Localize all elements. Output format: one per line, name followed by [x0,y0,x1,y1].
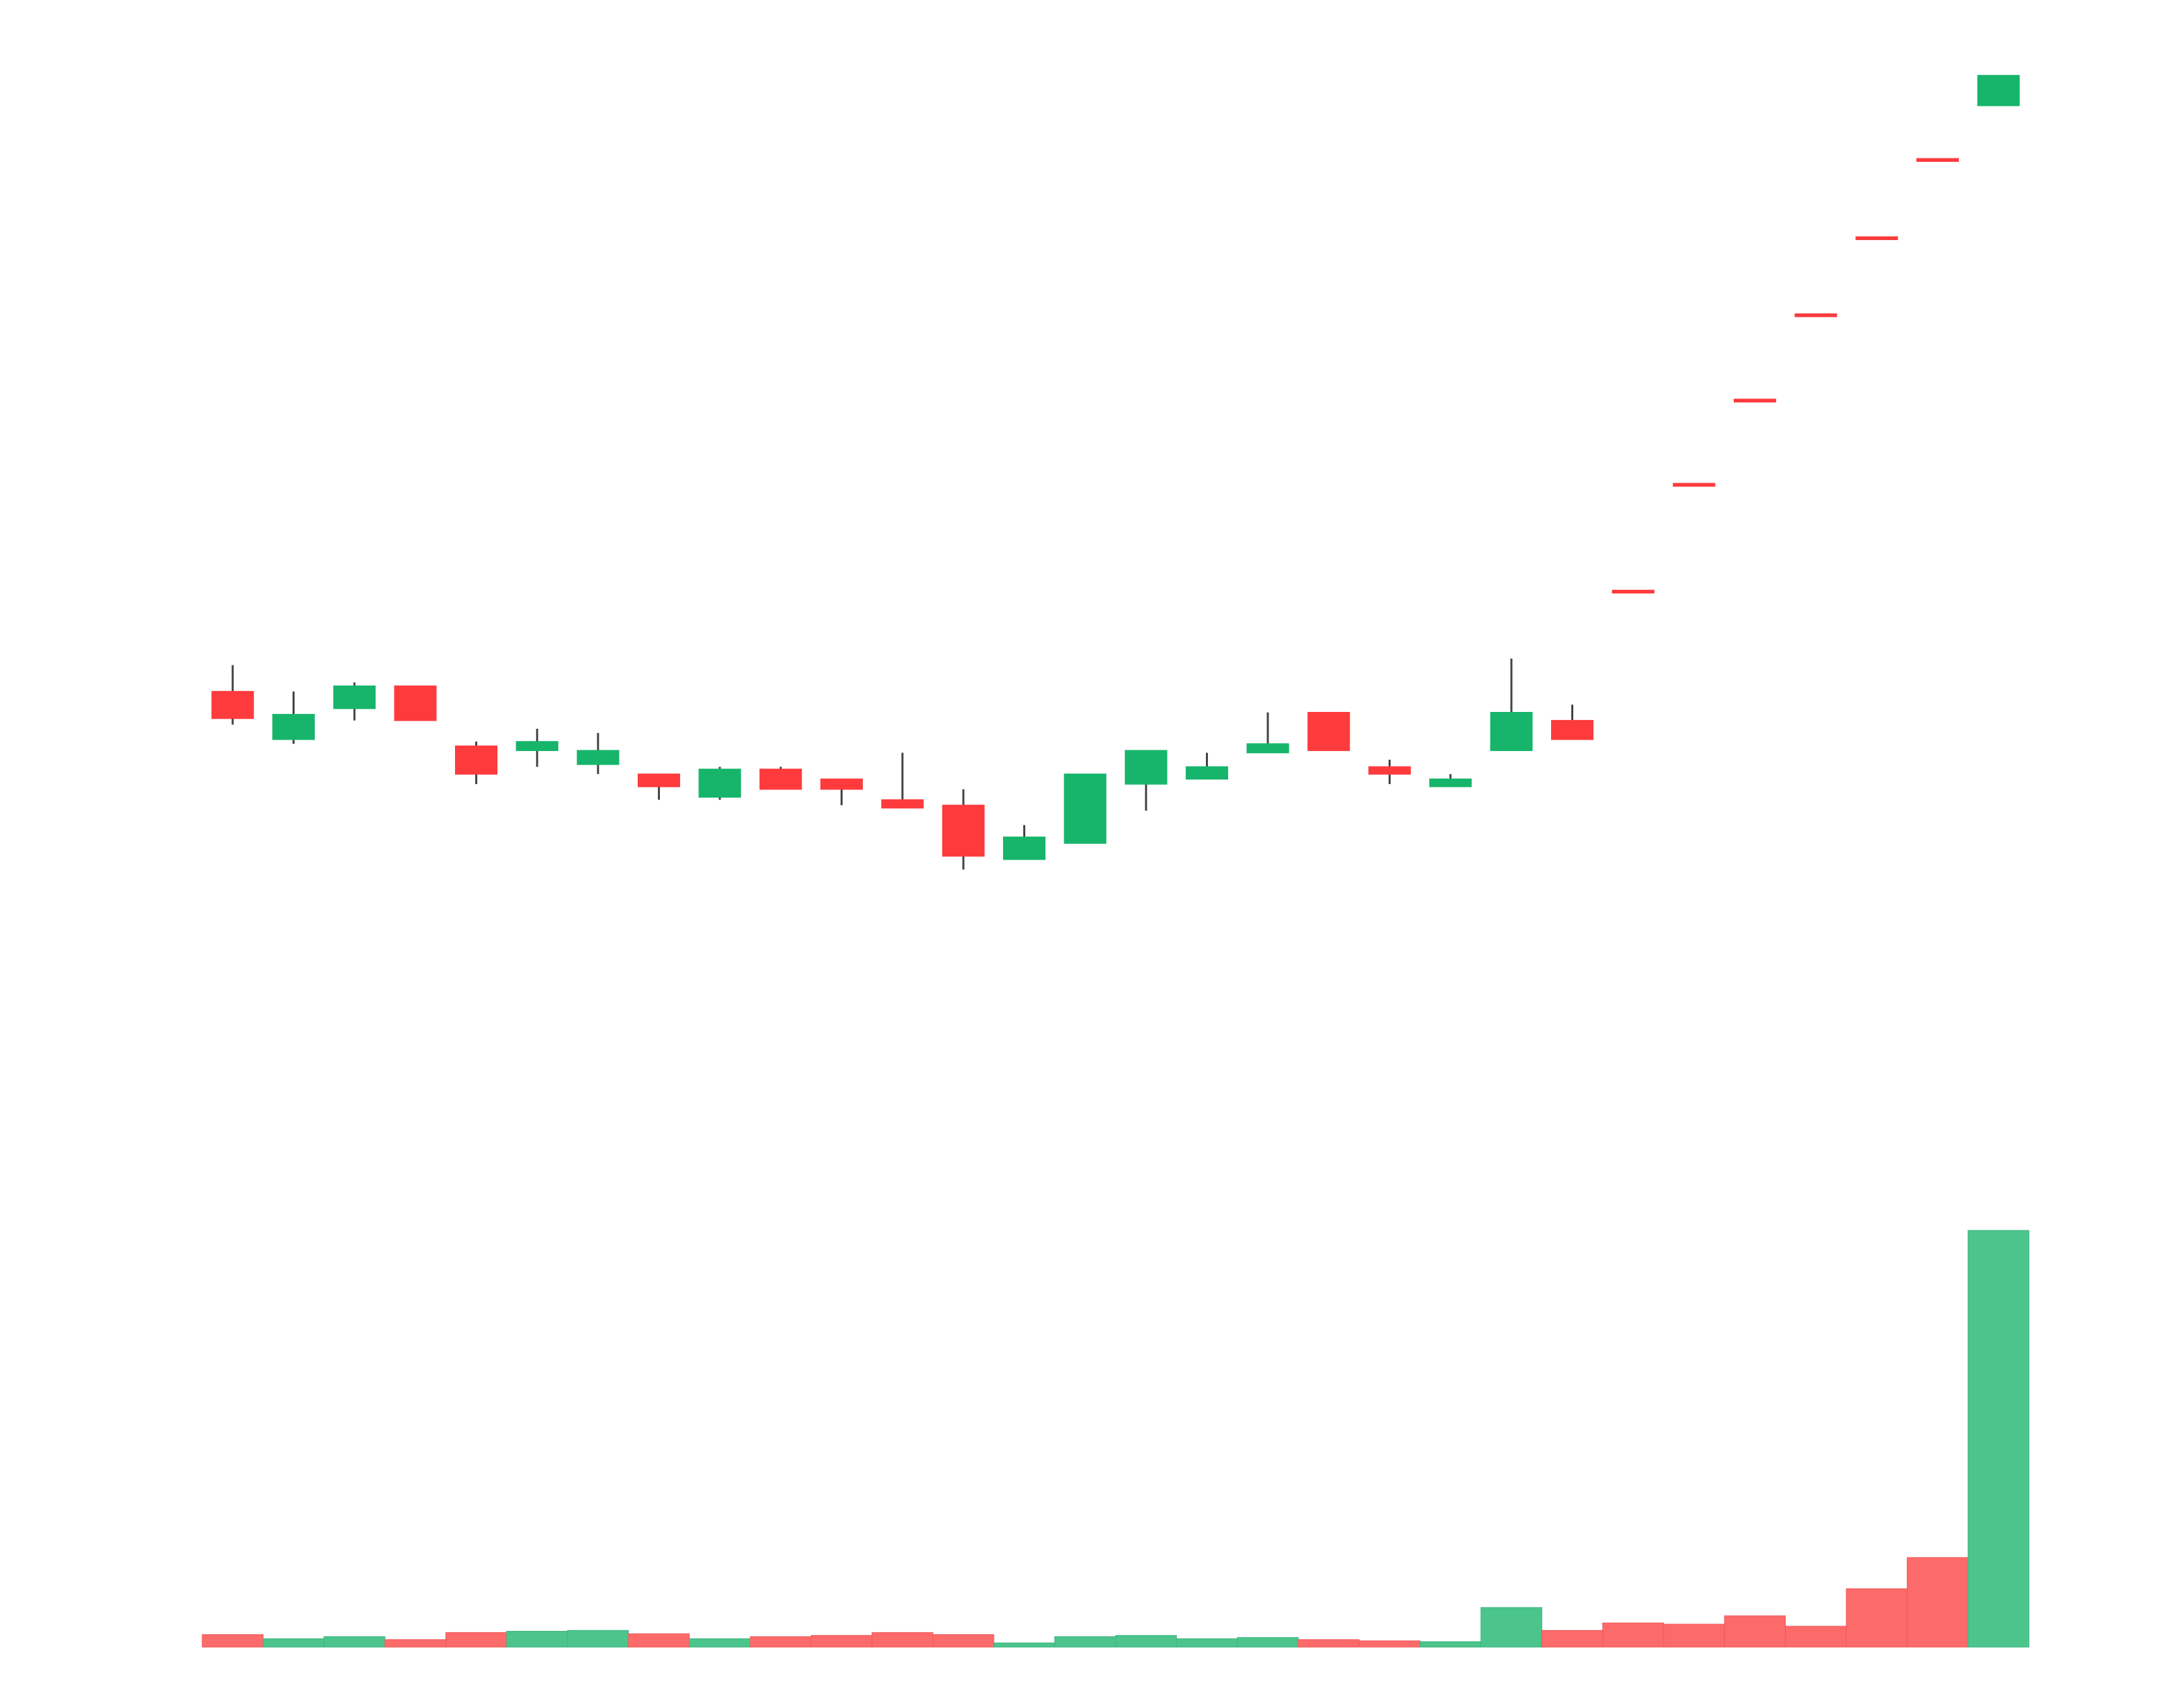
candle-body [1124,750,1167,785]
candle-body [881,799,924,809]
candle-body [1186,766,1228,780]
candle-body [1855,236,1898,241]
candle-body [1368,766,1411,775]
candle-body [1734,398,1776,403]
candle-body [1916,158,1959,162]
volume-bar [1237,1637,1299,1648]
volume-bar [1541,1630,1604,1648]
volume-bar [445,1632,508,1648]
volume-bar [689,1638,751,1648]
volume-bar [1420,1641,1482,1648]
volume-bar [1176,1638,1238,1648]
candle-body [1612,589,1655,594]
candle-body [820,778,863,790]
candle-body [1794,313,1838,318]
candle-body [333,685,376,709]
volume-bar [1358,1640,1421,1648]
candle-body [394,685,437,721]
volume-bar [202,1634,264,1648]
candle-body [576,750,619,765]
candle-body [1064,773,1107,844]
volume-bar [1724,1615,1786,1648]
volume-bar [1846,1588,1908,1648]
volume-bar [1480,1607,1542,1648]
volume-bar [932,1634,994,1648]
volume-bar [1968,1230,2030,1648]
volume-bar [506,1631,568,1648]
candle-body [272,713,315,740]
volume-bar [1663,1623,1725,1648]
candle-body [1551,719,1594,740]
volume-bar [750,1636,812,1648]
volume-bar [384,1639,446,1648]
candle-body [698,769,741,798]
volume-bar [1602,1622,1664,1648]
price-panel [211,75,2020,870]
candle-body [1246,743,1290,754]
candle-body [1307,711,1350,751]
candle-body [1672,483,1716,487]
candle-body [516,741,559,751]
volume-bar [324,1636,386,1648]
candle-body [1977,75,2020,107]
candle-body [211,690,254,719]
candle-body [942,804,985,857]
candle-body [1490,711,1533,751]
volume-panel [202,1230,2030,1648]
volume-bar [1115,1635,1177,1648]
volume-bar [872,1632,934,1648]
volume-bar [628,1633,690,1648]
volume-bar [1785,1626,1847,1648]
volume-bar [1906,1557,1969,1648]
volume-bar [1054,1636,1116,1648]
volume-bar [1298,1639,1360,1648]
volume-bar [567,1630,629,1648]
candle-body [638,773,680,787]
candle-body [455,745,497,775]
volume-bar [810,1635,873,1648]
candle-body [1003,836,1045,860]
volume-bar [262,1638,325,1648]
candle-body [759,769,802,790]
volume-bar [993,1642,1056,1648]
candle-body [1429,778,1472,787]
